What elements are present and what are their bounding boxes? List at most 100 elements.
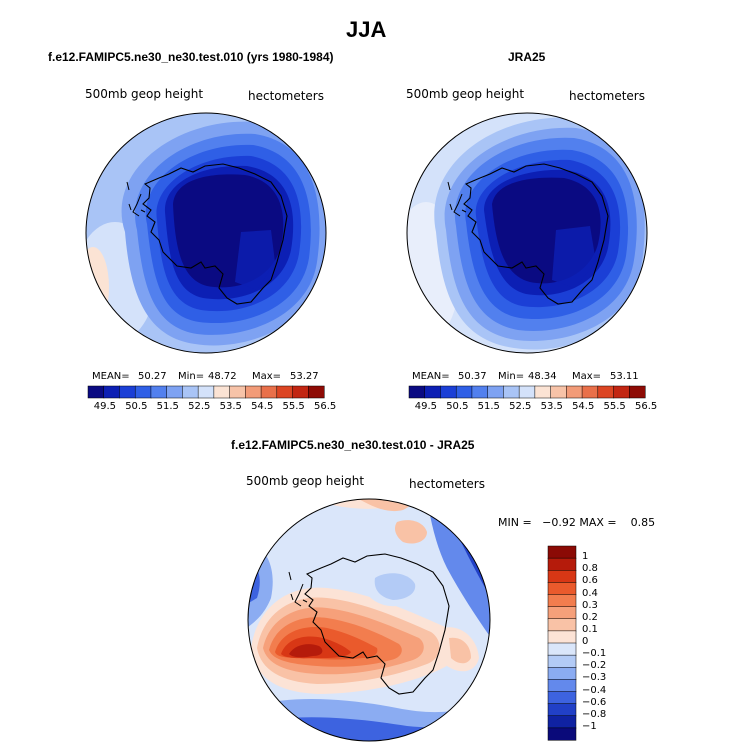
colorbar-tick-label: −1 (582, 720, 597, 732)
colorbar-swatch (547, 606, 577, 620)
colorbar-swatch (547, 667, 577, 680)
colorbar-swatch (550, 385, 567, 399)
coastline (453, 193, 463, 217)
panel-2-units-label: hectometers (569, 89, 645, 103)
colorbar-swatch (471, 385, 489, 399)
panel-3-variable-label: 500mb geop height (246, 474, 365, 488)
colorbar-swatch (547, 654, 577, 668)
colorbar-swatch (547, 642, 577, 656)
colorbar-tick-label: 49.5 (93, 401, 116, 412)
panel-1-max-label: Max= (252, 371, 282, 382)
level-band (469, 499, 490, 558)
colorbar-swatch (547, 557, 577, 571)
colorbar-tick-label: 53.5 (540, 401, 563, 412)
level-band (552, 226, 596, 288)
level-band (449, 637, 471, 664)
colorbar-tick-label: 56.5 (314, 401, 337, 412)
colorbar-swatch (103, 385, 121, 399)
colorbar-tick-label: 55.5 (603, 401, 626, 412)
coastline (142, 163, 288, 305)
colorbar-swatch (166, 385, 183, 399)
panel-1-title: f.e12.FAMIPC5.ne30_ne30.test.010 (yrs 19… (48, 50, 334, 64)
panel-1-units-label: hectometers (248, 89, 324, 103)
panel-1-map (85, 112, 327, 354)
colorbar-swatch (487, 385, 504, 399)
panel-2-max-label: Max= (572, 371, 602, 382)
colorbar-tick-label: −0.2 (582, 660, 607, 672)
colorbar-tick-label: 0.3 (582, 599, 598, 611)
panel-3-map (247, 498, 491, 742)
colorbar-swatch (547, 727, 577, 741)
colorbar-swatch (534, 385, 552, 399)
coastline (463, 163, 609, 305)
coastline (132, 193, 142, 217)
panel-1-max-value: 53.27 (290, 371, 319, 382)
level-band (235, 230, 275, 290)
colorbar-tick-label: 52.5 (188, 401, 211, 412)
colorbar-swatch (547, 594, 577, 608)
colorbar-swatch (408, 385, 426, 399)
colorbar-swatch (566, 385, 583, 399)
coastline (126, 181, 146, 213)
panel-2-min-label: Min= (498, 371, 525, 382)
colorbar-tick-label: 0 (582, 636, 589, 647)
colorbar-swatch (134, 385, 152, 399)
panel-3-title: f.e12.FAMIPC5.ne30_ne30.test.010 - JRA25 (231, 438, 475, 452)
colorbar-swatch (292, 385, 309, 399)
colorbar-tick-label: 55.5 (282, 401, 305, 412)
colorbar-swatch (213, 385, 231, 399)
colorbar-swatch (440, 385, 457, 399)
colorbar-tick-label: 0.8 (582, 563, 598, 575)
colorbar-tick-label: 51.5 (156, 401, 179, 412)
colorbar-swatch (547, 703, 577, 717)
coastline (304, 553, 450, 695)
colorbar-swatch (150, 385, 168, 399)
colorbar-swatch (455, 385, 473, 399)
colorbar-tick-label: 53.5 (219, 401, 242, 412)
colorbar-swatch (518, 385, 536, 399)
panel-3-minmax: MIN = −0.92 MAX = 0.85 (498, 516, 656, 529)
level-band (289, 644, 323, 658)
colorbar-tick-label: 51.5 (477, 401, 500, 412)
colorbar-swatch (547, 691, 577, 705)
coastline (288, 571, 308, 603)
panel-2-mean-value: 50.37 (458, 371, 487, 382)
colorbar-tick-label: 0.6 (582, 575, 598, 587)
colorbar-swatch (276, 385, 294, 399)
colorbar-tick-label: 0.2 (582, 611, 598, 623)
coastline (294, 583, 304, 607)
colorbar-swatch (581, 385, 599, 399)
colorbar-swatch (629, 385, 646, 399)
panel-2-max-value: 53.11 (610, 371, 639, 382)
colorbar-tick-label: 50.5 (125, 401, 148, 412)
colorbar-swatch (547, 679, 577, 693)
colorbar-swatch (424, 385, 442, 399)
level-band (374, 573, 416, 600)
panel-3-units-label: hectometers (409, 477, 485, 491)
panel-2-map (406, 112, 648, 354)
page-title: JJA (346, 17, 387, 42)
panel-2-title: JRA25 (508, 50, 546, 64)
colorbar-tick-label: 0.4 (582, 587, 598, 599)
panel-3-colorbar (547, 545, 577, 741)
colorbar-tick-label: −0.1 (582, 648, 607, 660)
panel-2-mean-label: MEAN= (412, 371, 450, 382)
colorbar-swatch (245, 385, 262, 399)
panel-1-variable-label: 500mb geop height (85, 87, 204, 101)
colorbar-tick-label: 54.5 (251, 401, 274, 412)
colorbar-tick-label: −0.4 (582, 684, 607, 696)
panel-1-colorbar (87, 385, 325, 399)
colorbar-swatch (547, 715, 577, 729)
colorbar-swatch (503, 385, 520, 399)
colorbar-tick-label: 56.5 (635, 401, 658, 412)
colorbar-swatch (260, 385, 278, 399)
colorbar-swatch (308, 385, 325, 399)
colorbar-swatch (547, 570, 577, 583)
colorbar-swatch (87, 385, 105, 399)
level-band (86, 247, 109, 327)
panel-1-min-value: 48.72 (208, 371, 237, 382)
panel-1-mean-label: MEAN= (92, 371, 130, 382)
colorbar-swatch (613, 385, 630, 399)
colorbar-swatch (597, 385, 615, 399)
colorbar-swatch (119, 385, 136, 399)
